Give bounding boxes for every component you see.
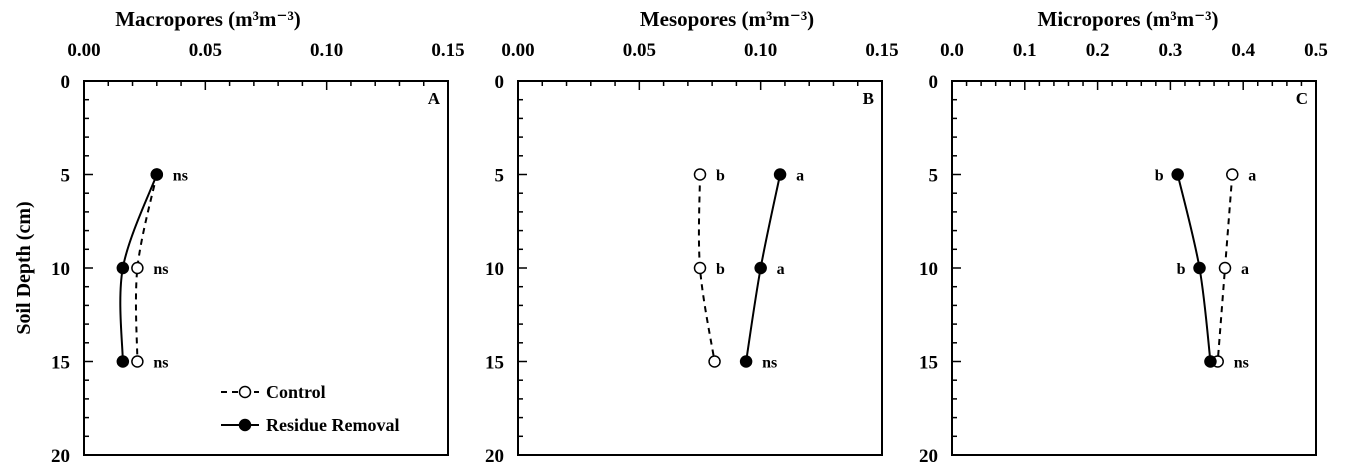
panel-letter: A bbox=[428, 89, 441, 108]
point-control bbox=[131, 261, 144, 275]
y-tick-label: 5 bbox=[929, 166, 939, 187]
x-tick-label: 0.4 bbox=[1231, 40, 1255, 61]
y-tick-label: 20 bbox=[919, 446, 938, 464]
y-tick-label: 5 bbox=[61, 166, 71, 187]
x-tick-label: 0.05 bbox=[189, 40, 222, 61]
point-control bbox=[693, 168, 707, 181]
y-tick-label: 0 bbox=[61, 72, 71, 93]
x-tick-label: 0.0 bbox=[940, 40, 964, 61]
point-control bbox=[708, 355, 721, 368]
point-residue-removal bbox=[754, 261, 767, 275]
x-tick-label: 0.15 bbox=[865, 40, 898, 61]
point-residue-removal bbox=[1171, 168, 1184, 181]
significance-label: ns bbox=[173, 168, 188, 185]
significance-label: b bbox=[1155, 168, 1164, 185]
significance-label: a bbox=[796, 168, 804, 185]
point-residue-removal bbox=[116, 261, 130, 275]
y-tick-label: 0 bbox=[929, 72, 939, 93]
panel-letter: C bbox=[1296, 89, 1308, 108]
panel-letter: B bbox=[863, 89, 874, 108]
x-axis-title: Micropores (m³m⁻³) bbox=[1038, 7, 1219, 31]
point-residue-removal bbox=[773, 168, 787, 181]
point-residue-removal bbox=[1204, 355, 1217, 368]
y-tick-label: 10 bbox=[485, 259, 504, 280]
point-control bbox=[131, 355, 144, 368]
plot-frame bbox=[951, 80, 1317, 456]
significance-label: ns bbox=[1234, 355, 1249, 372]
significance-label: ns bbox=[762, 355, 777, 372]
point-control bbox=[1226, 168, 1239, 181]
point-control bbox=[1218, 261, 1232, 275]
x-tick-label: 0.2 bbox=[1086, 40, 1110, 61]
y-tick-label: 5 bbox=[495, 166, 505, 187]
x-tick-label: 0.00 bbox=[501, 40, 534, 61]
significance-label: ns bbox=[153, 355, 168, 372]
x-tick-label: 0.10 bbox=[744, 40, 777, 61]
x-tick-label: 0.10 bbox=[310, 40, 343, 61]
y-tick-label: 0 bbox=[495, 72, 505, 93]
significance-label: b bbox=[1177, 261, 1186, 278]
significance-label: ns bbox=[153, 261, 168, 278]
significance-label: b bbox=[716, 168, 725, 185]
legend: Control Residue Removal bbox=[221, 382, 400, 435]
y-tick-label: 10 bbox=[51, 259, 70, 280]
legend-marker-residue-removal bbox=[238, 418, 252, 432]
y-tick-label: 15 bbox=[919, 353, 938, 374]
x-tick-label: 0.3 bbox=[1159, 40, 1183, 61]
point-residue-removal bbox=[1193, 261, 1206, 275]
significance-label: a bbox=[1241, 261, 1249, 278]
point-residue-removal bbox=[150, 168, 164, 181]
significance-label: a bbox=[777, 261, 785, 278]
panel-b: Mesopores (m³m⁻³) 0.00 0.05 0.10 0.15 0 5 10 15 2… bbox=[485, 7, 899, 464]
y-tick-label: 20 bbox=[485, 446, 504, 464]
y-tick-label: 10 bbox=[919, 259, 938, 280]
x-axis-title: Macropores (m³m⁻³) bbox=[115, 7, 301, 31]
x-tick-label: 0.05 bbox=[623, 40, 656, 61]
y-axis-label: Soil Depth (cm) bbox=[13, 201, 35, 334]
point-residue-removal bbox=[739, 355, 753, 368]
legend-marker-control bbox=[238, 385, 252, 399]
panel-a: Macropores (m³m⁻³) 0.00 0.05 0.10 0.15 0 5 10 15… bbox=[13, 7, 465, 464]
legend-label-residue-removal: Residue Removal bbox=[266, 415, 400, 435]
x-tick-label: 0.15 bbox=[431, 40, 464, 61]
point-residue-removal bbox=[116, 355, 130, 368]
legend-label-control: Control bbox=[266, 382, 326, 402]
x-axis-title: Mesopores (m³m⁻³) bbox=[640, 7, 814, 31]
x-tick-label: 0.5 bbox=[1304, 40, 1328, 61]
significance-label: a bbox=[1248, 168, 1256, 185]
x-tick-label: 0.1 bbox=[1013, 40, 1037, 61]
significance-label: b bbox=[716, 261, 725, 278]
y-tick-label: 15 bbox=[51, 353, 70, 374]
x-tick-label: 0.00 bbox=[67, 40, 100, 61]
y-tick-label: 20 bbox=[51, 446, 70, 464]
panel-c: Micropores (m³m⁻³) 0.0 0.1 0.2 0.3 0.4 0.5 0 5 10… bbox=[919, 7, 1328, 464]
series-line-control bbox=[134, 174, 158, 362]
y-tick-label: 15 bbox=[485, 353, 504, 374]
point-control bbox=[693, 261, 707, 275]
